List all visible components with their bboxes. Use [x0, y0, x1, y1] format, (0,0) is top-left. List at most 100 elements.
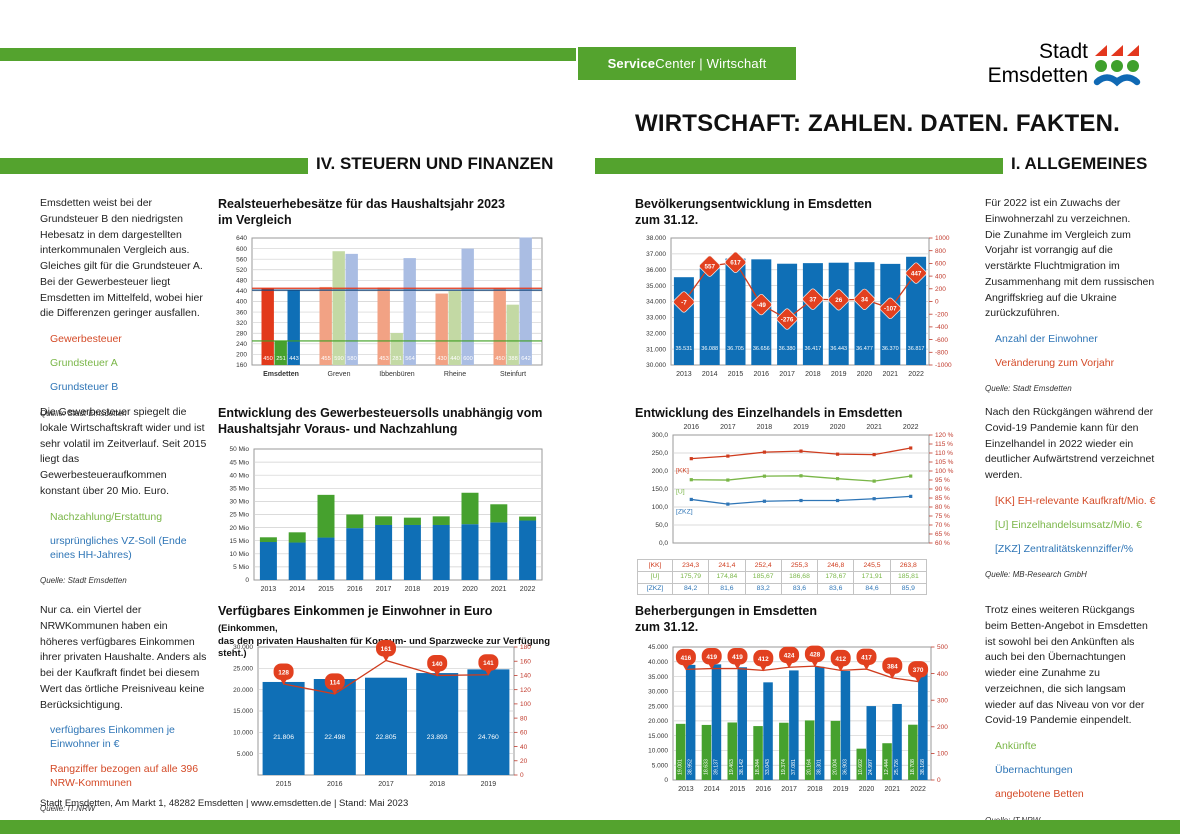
pin-marker: 412	[830, 649, 851, 672]
y-axis-label: 32.000	[646, 330, 666, 337]
legend-item: verfügbares Einkommen je Einwohner in €	[50, 724, 175, 751]
x-axis-label: 2022	[520, 586, 536, 593]
y-axis-label: 360	[236, 309, 247, 316]
x-axis-label: 2016	[327, 781, 343, 788]
bar-segment-nachzahlung	[317, 494, 335, 538]
chart-title: Bevölkerungsentwicklung in Emsdetten zum…	[635, 197, 872, 228]
y2-axis-label: 80 %	[935, 504, 950, 511]
paragraph: Nur ca. ein Viertel der NRWKommunen habe…	[40, 604, 207, 711]
x-axis-label: 2021	[491, 586, 507, 593]
y-axis-label: 640	[236, 235, 247, 242]
plot-area: 30.000 25.000 20.000 15.000 10.000 5.000 180 16…	[233, 640, 531, 788]
legend: Gewerbesteuer Grundsteuer A Grundsteuer B	[40, 332, 208, 395]
marker-value: 384	[887, 663, 898, 670]
x-axis-label: 2017	[376, 586, 392, 593]
table-cell: 81,6	[708, 582, 746, 596]
table-cell: 185,67	[744, 570, 782, 584]
bar-value: 453	[379, 356, 389, 362]
marker-value: 141	[483, 660, 494, 667]
point-marker	[835, 498, 840, 503]
bar	[377, 287, 390, 365]
y-axis-label: 5 Mio	[233, 564, 249, 571]
x-axis-label: 2013	[261, 586, 277, 593]
point-marker	[726, 478, 730, 482]
legend-item: angebotene Betten	[995, 788, 1084, 801]
pin-body	[376, 640, 396, 657]
marker-value: 114	[330, 679, 341, 686]
bar-segment-nachzahlung	[259, 537, 277, 543]
pin-marker: 161	[376, 640, 396, 662]
bar	[789, 670, 799, 780]
y2-axis-label: 115 %	[935, 441, 953, 448]
y-axis-label: 20.000	[233, 687, 253, 694]
bar-value: 430	[437, 356, 447, 362]
series-label: [ZKZ]	[676, 508, 693, 515]
pin-body	[675, 648, 696, 666]
paragraph: Emsdetten weist bei der Grundsteuer B de…	[40, 197, 203, 320]
bar-segment-vz-soll	[317, 537, 335, 580]
y-axis-label: 520	[236, 267, 247, 274]
servicecenter-rest: Center | Wirtschaft	[655, 56, 767, 71]
bar-value: 38.952	[688, 759, 694, 775]
x-axis-label: 2019	[833, 786, 849, 793]
bar-value: 443	[289, 356, 299, 362]
table-cell: 245,5	[853, 559, 891, 572]
table-cell: 246,8	[817, 559, 855, 572]
pin-body	[779, 646, 800, 664]
y2-axis-label: 180	[520, 644, 531, 651]
legend-item: Grundsteuer B	[50, 381, 119, 394]
legend-item: Nachzahlung/Erstattung	[50, 510, 163, 523]
y2-axis-label: 75 %	[935, 513, 950, 520]
x-axis-label: 2018	[807, 786, 823, 793]
bar	[519, 237, 532, 365]
bar	[416, 673, 459, 775]
diamond-marker: 26	[828, 289, 850, 311]
y-axis-label: 30 Mio	[229, 499, 249, 506]
y2-axis-label: 100 %	[935, 468, 954, 475]
y-axis-label: 280	[236, 330, 247, 337]
series-label: [KK]	[676, 468, 689, 475]
y-axis-label: 15.000	[648, 733, 668, 740]
y2-axis-label: 140	[520, 673, 531, 680]
bar-value: 36.370	[882, 346, 899, 352]
y-axis-label: 31.000	[646, 346, 666, 353]
y-axis-label: 200	[236, 352, 247, 359]
bar-segment-nachzahlung	[403, 517, 421, 525]
bar-value: 22.498	[324, 734, 345, 741]
point-marker	[762, 499, 767, 503]
chart-verfuegbares-einkommen: Verfügbares Einkommen je Einwohner in Eu…	[218, 603, 553, 803]
diamond-shape	[724, 251, 747, 273]
marker-value: -107	[884, 306, 897, 313]
source-note: Quelle: Stadt Emsdetten	[40, 408, 127, 418]
x-axis-label: 2018	[429, 781, 445, 788]
bar-segment-vz-soll	[519, 520, 537, 580]
bar-value: 36.477	[856, 346, 873, 352]
chart-bevoelkerungsentwicklung: Bevölkerungsentwicklung in Emsdetten zum…	[635, 196, 970, 396]
marker-value: -49	[757, 302, 767, 309]
point-marker	[799, 498, 803, 503]
bar	[506, 304, 519, 365]
y-axis-label: 440	[236, 288, 247, 295]
x-axis-label: 2022	[903, 424, 919, 431]
text-block-bevoelkerung: Für 2022 ist ein Zuwachs der Einwohnerza…	[985, 196, 1157, 395]
y-axis-label: 35.000	[648, 674, 668, 681]
y-axis-label: 38.000	[646, 235, 666, 242]
source-note: Quelle: Stadt Emsdetten	[40, 576, 127, 586]
point-marker	[799, 449, 803, 453]
point-marker	[909, 474, 913, 478]
bar	[467, 669, 510, 775]
marker-value: 26	[835, 297, 843, 304]
x-axis-label: Emsdetten	[263, 371, 299, 378]
y2-axis-label: 60 %	[935, 540, 950, 547]
bar-value: 18.708	[910, 759, 916, 775]
bar-segment-vz-soll	[461, 524, 479, 580]
bar-value: 590	[334, 356, 344, 362]
bar-value: 19.001	[678, 759, 684, 775]
chart-gewerbesteuersoll: Entwicklung des Gewerbesteuersolls unabh…	[218, 405, 553, 605]
text-block-einkommen: Nur ca. ein Viertel der NRWKommunen habe…	[40, 603, 208, 815]
bar-value: 18.633	[703, 759, 709, 775]
bar	[830, 720, 841, 780]
table-cell: 186,68	[780, 570, 819, 584]
x-axis-label: 2013	[676, 371, 692, 378]
